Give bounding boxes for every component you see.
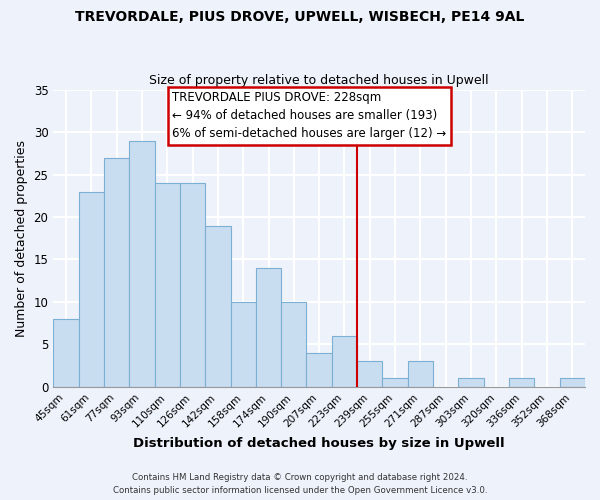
- Bar: [560, 378, 585, 387]
- Bar: [256, 268, 281, 387]
- Text: Contains HM Land Registry data © Crown copyright and database right 2024.
Contai: Contains HM Land Registry data © Crown c…: [113, 474, 487, 495]
- Bar: [458, 378, 484, 387]
- Bar: [180, 183, 205, 387]
- Bar: [408, 362, 433, 387]
- Bar: [357, 362, 382, 387]
- Text: TREVORDALE, PIUS DROVE, UPWELL, WISBECH, PE14 9AL: TREVORDALE, PIUS DROVE, UPWELL, WISBECH,…: [76, 10, 524, 24]
- X-axis label: Distribution of detached houses by size in Upwell: Distribution of detached houses by size …: [133, 437, 505, 450]
- Bar: [230, 302, 256, 387]
- Bar: [155, 183, 180, 387]
- Bar: [129, 140, 155, 387]
- Bar: [332, 336, 357, 387]
- Bar: [79, 192, 104, 387]
- Bar: [104, 158, 129, 387]
- Title: Size of property relative to detached houses in Upwell: Size of property relative to detached ho…: [149, 74, 489, 87]
- Bar: [382, 378, 408, 387]
- Bar: [509, 378, 535, 387]
- Bar: [281, 302, 307, 387]
- Bar: [53, 319, 79, 387]
- Bar: [307, 353, 332, 387]
- Y-axis label: Number of detached properties: Number of detached properties: [15, 140, 28, 337]
- Bar: [205, 226, 230, 387]
- Text: TREVORDALE PIUS DROVE: 228sqm
← 94% of detached houses are smaller (193)
6% of s: TREVORDALE PIUS DROVE: 228sqm ← 94% of d…: [172, 92, 446, 140]
